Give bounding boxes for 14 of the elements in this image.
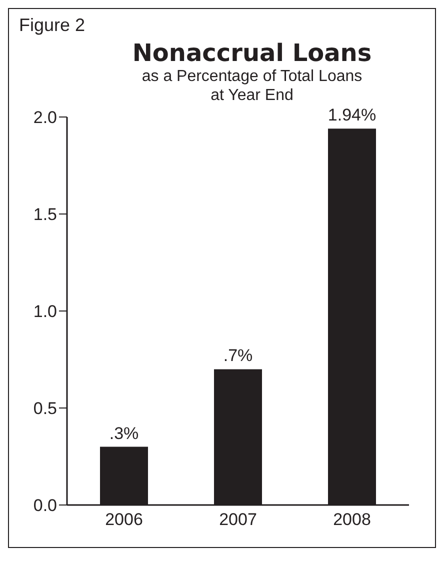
y-tick-label: 0.5 [33, 399, 57, 418]
chart-subtitle: as a Percentage of Total Loans at Year End [140, 67, 364, 105]
chart-title: Nonaccrual Loans [131, 39, 373, 67]
caption: Figure 2 [19, 15, 86, 36]
x-tick-label: 2006 [105, 510, 143, 530]
data-label: 1.94% [328, 106, 376, 125]
data-label: .7% [223, 346, 253, 366]
x-tick-label: 2007 [219, 510, 257, 530]
y-tick-label: 0.0 [33, 496, 57, 516]
y-tick-label: 2.0 [33, 108, 57, 128]
data-label: .3% [109, 424, 139, 443]
x-tick-label: 2008 [333, 510, 371, 530]
y-tick-label: 1.5 [33, 205, 57, 224]
y-tick-label: 1.0 [33, 302, 57, 322]
